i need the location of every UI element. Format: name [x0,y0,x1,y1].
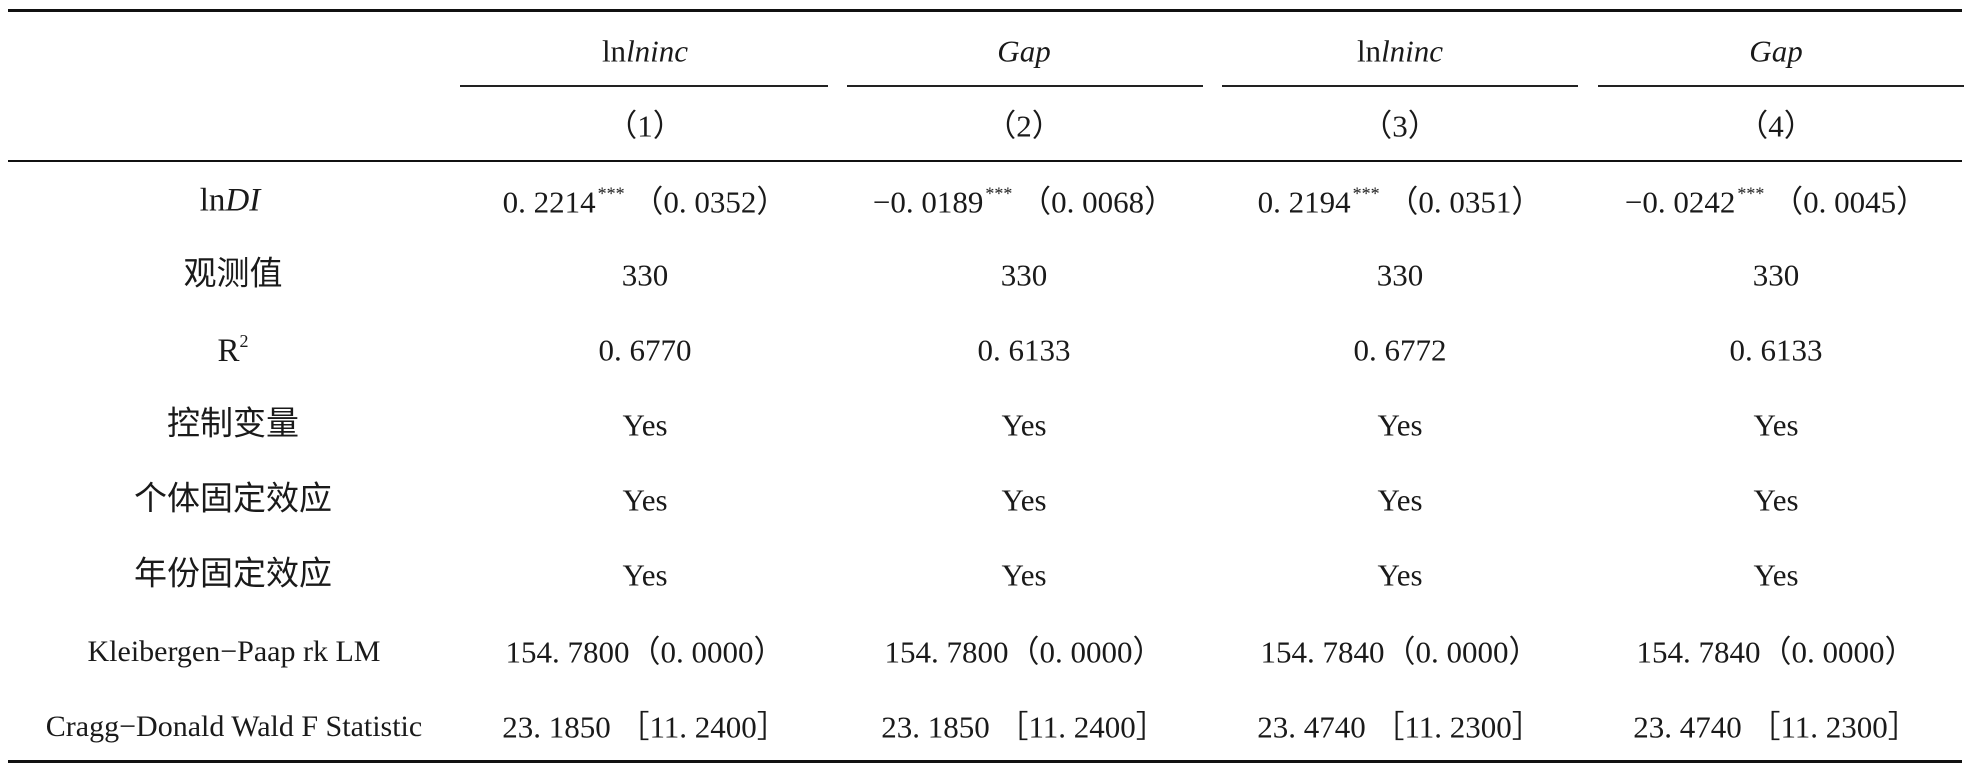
model-number: （2） [985,108,1063,144]
value-cell: 0. 6772 [1353,332,1447,368]
value-cell: Yes [1753,557,1799,593]
value-cell: Yes [1377,557,1423,593]
column-underline [1222,85,1578,87]
value-cell: 0. 6133 [977,332,1071,368]
coef-cell: 0. 2214 *** （0. 0352） [502,183,788,220]
value-cell: Yes [1001,482,1047,518]
column-underline [460,85,828,87]
value-cell: 154. 7800（0. 0000） [884,634,1164,670]
coef-cell: −0. 0242 *** （0. 0045） [1624,183,1928,220]
value-cell: Yes [622,482,668,518]
top-rule [8,9,1962,12]
row-label-cd-wald: Cragg−Donald Wald F Statistic [45,710,423,743]
value-cell: Yes [1001,407,1047,443]
coef-cell: 0. 2194 *** （0. 0351） [1257,183,1543,220]
value-cell: Yes [1377,407,1423,443]
model-number: （1） [606,108,684,144]
value-cell: Yes [622,407,668,443]
value-cell: 154. 7840（0. 0000） [1260,634,1540,670]
header-rule [8,160,1962,162]
row-label-observations: 观测值 [183,256,283,293]
dep-var-header: Gap [997,33,1051,69]
row-label-individual-fe: 个体固定效应 [134,481,332,518]
row-label-controls: 控制变量 [167,406,299,443]
value-cell: Yes [1377,482,1423,518]
coef-cell: −0. 0189 *** （0. 0068） [872,183,1176,220]
value-cell: 330 [1000,257,1048,293]
row-label-year-fe: 年份固定效应 [134,556,332,593]
value-cell: 330 [621,257,669,293]
value-cell: Yes [1753,407,1799,443]
row-label-r-squared: R2 [217,331,249,369]
value-cell: Yes [622,557,668,593]
value-cell: 23. 1850 ［11. 2400］ [502,709,788,745]
dep-var-header: Gap [1749,33,1803,69]
model-number: （3） [1361,108,1439,144]
column-underline [1598,85,1964,87]
value-cell: 154. 7840（0. 0000） [1636,634,1916,670]
value-cell: 23. 4740 ［11. 2300］ [1633,709,1919,745]
bottom-rule [8,760,1962,763]
value-cell: 0. 6133 [1729,332,1823,368]
dep-var-header: lnlninc [601,33,689,69]
value-cell: Yes [1001,557,1047,593]
value-cell: 330 [1752,257,1800,293]
model-number: （4） [1737,108,1815,144]
value-cell: 154. 7800（0. 0000） [505,634,785,670]
value-cell: 23. 4740 ［11. 2300］ [1257,709,1543,745]
value-cell: 23. 1850 ［11. 2400］ [881,709,1167,745]
value-cell: 0. 6770 [598,332,692,368]
column-underline [847,85,1203,87]
value-cell: 330 [1376,257,1424,293]
value-cell: Yes [1753,482,1799,518]
row-label-lndi: lnDI [199,182,261,219]
row-label-kp-lm: Kleibergen−Paap rk LM [87,635,381,668]
dep-var-header: lnlninc [1356,33,1444,69]
